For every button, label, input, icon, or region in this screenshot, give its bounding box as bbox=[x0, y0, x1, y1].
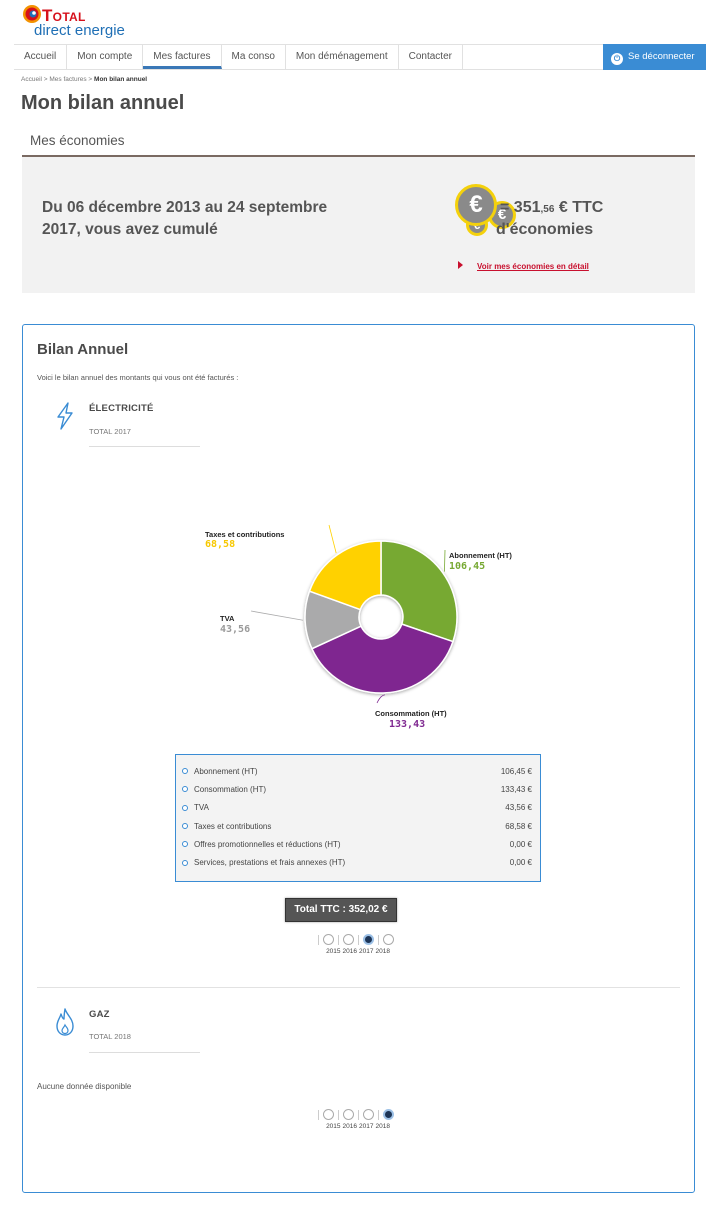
table-row: Consommation (HT) 133,43 € bbox=[182, 780, 532, 798]
economies-title: Mes économies bbox=[30, 133, 125, 148]
pie-label-taxes: Taxes et contributions bbox=[205, 530, 285, 539]
flame-icon bbox=[56, 1008, 74, 1036]
table-row: Services, prestations et frais annexes (… bbox=[182, 853, 532, 871]
gas-year-selector: 2015 2016 2017 2018 bbox=[308, 1109, 408, 1135]
leader-line-consommation bbox=[376, 694, 386, 704]
table-row: TVA 43,56 € bbox=[182, 799, 532, 817]
bilan-title: Bilan Annuel bbox=[37, 341, 129, 358]
main-nav: Accueil Mon compte Mes factures Ma conso… bbox=[14, 44, 706, 70]
bilan-intro: Voici le bilan annuel des montants qui v… bbox=[37, 373, 239, 382]
gas-no-data: Aucune donnée disponible bbox=[37, 1082, 132, 1091]
pie-value-taxes: 68,58 bbox=[205, 539, 236, 550]
economies-divider bbox=[22, 155, 695, 157]
brand-subtitle: direct energie bbox=[34, 22, 125, 39]
table-row: Abonnement (HT) 106,45 € bbox=[182, 762, 532, 780]
year-label: 2015 bbox=[326, 948, 341, 955]
electricity-title: ÉLECTRICITÉ bbox=[89, 403, 154, 414]
total-logo-icon bbox=[23, 5, 41, 23]
total-ttc-badge: Total TTC : 352,02 € bbox=[285, 898, 397, 922]
leader-line-abonnement bbox=[444, 549, 446, 572]
bullet-icon bbox=[182, 841, 188, 848]
lightning-icon bbox=[57, 402, 73, 430]
electricity-year-selector: 2015 2016 2017 2018 bbox=[308, 934, 408, 960]
pie-value-consommation: 133,43 bbox=[389, 719, 426, 730]
year-radio-2015[interactable] bbox=[323, 934, 334, 945]
gas-divider bbox=[89, 1052, 200, 1053]
brand-name: Total bbox=[42, 6, 86, 25]
donut-slice-abonnement[interactable] bbox=[380, 540, 458, 643]
section-divider bbox=[37, 987, 680, 988]
year-radio-2016[interactable] bbox=[343, 934, 354, 945]
logout-button[interactable]: ⏻ Se déconnecter bbox=[603, 44, 706, 70]
year-label: 2018 bbox=[375, 948, 390, 955]
electricity-total-label: TOTAL 2017 bbox=[89, 427, 131, 436]
year-radio-2018[interactable] bbox=[383, 934, 394, 945]
electricity-donut-chart: Taxes et contributions 68,58 Abonnement … bbox=[173, 515, 553, 745]
breadcrumb-mes-factures[interactable]: Mes factures bbox=[49, 76, 87, 83]
year-radio-2016[interactable] bbox=[343, 1109, 354, 1120]
nav-mon-demenagement[interactable]: Mon déménagement bbox=[286, 45, 399, 69]
leader-line-tva bbox=[250, 610, 304, 621]
year-radio-2017[interactable] bbox=[363, 934, 374, 945]
pie-value-abonnement: 106,45 bbox=[449, 561, 486, 572]
electricity-divider bbox=[89, 446, 200, 447]
economies-detail-link[interactable]: Voir mes économies en détail bbox=[458, 261, 589, 271]
breadcrumb-accueil[interactable]: Accueil bbox=[21, 76, 42, 83]
economies-amount-sub: d'économies bbox=[496, 221, 594, 238]
electricity-breakdown-table: Abonnement (HT) 106,45 € Consommation (H… bbox=[175, 754, 541, 882]
bullet-icon bbox=[182, 786, 188, 793]
economies-panel: Du 06 décembre 2013 au 24 septembre 2017… bbox=[22, 157, 695, 293]
gas-title: GAZ bbox=[89, 1009, 110, 1020]
table-row: Offres promotionnelles et réductions (HT… bbox=[182, 835, 532, 853]
bullet-icon bbox=[182, 823, 188, 830]
breadcrumb: Accueil > Mes factures > Mon bilan annue… bbox=[21, 76, 148, 83]
brand-logo[interactable]: Total direct energie bbox=[22, 4, 162, 42]
year-label: 2017 bbox=[359, 948, 374, 955]
nav-mes-factures[interactable]: Mes factures bbox=[143, 45, 222, 69]
nav-contacter[interactable]: Contacter bbox=[399, 45, 463, 69]
pie-value-tva: 43,56 bbox=[220, 624, 251, 635]
economies-period: Du 06 décembre 2013 au 24 septembre 2017… bbox=[42, 199, 328, 238]
logout-label: Se déconnecter bbox=[628, 51, 695, 62]
year-label: 2017 bbox=[359, 1123, 374, 1130]
gas-total-label: TOTAL 2018 bbox=[89, 1032, 131, 1041]
pie-label-tva: TVA bbox=[220, 614, 235, 623]
donut-slice-taxes[interactable] bbox=[308, 540, 382, 611]
nav-ma-conso[interactable]: Ma conso bbox=[222, 45, 286, 69]
nav-mon-compte[interactable]: Mon compte bbox=[67, 45, 144, 69]
donut-slice-consommation[interactable] bbox=[310, 623, 454, 694]
donut-svg bbox=[250, 524, 458, 704]
bullet-icon bbox=[182, 768, 188, 775]
bullet-icon bbox=[182, 859, 188, 866]
year-label: 2016 bbox=[342, 1123, 357, 1130]
pie-label-abonnement: Abonnement (HT) bbox=[449, 551, 512, 560]
year-label: 2015 bbox=[326, 1123, 341, 1130]
breadcrumb-current: Mon bilan annuel bbox=[94, 76, 148, 83]
table-row: Taxes et contributions 68,58 € bbox=[182, 817, 532, 835]
year-label: 2016 bbox=[342, 948, 357, 955]
year-radio-2015[interactable] bbox=[323, 1109, 334, 1120]
bilan-annuel-card: Bilan Annuel Voici le bilan annuel des m… bbox=[22, 324, 695, 1193]
nav-accueil[interactable]: Accueil bbox=[14, 45, 68, 69]
power-icon: ⏻ bbox=[611, 53, 623, 65]
year-label: 2018 bbox=[375, 1123, 390, 1130]
year-radio-2018[interactable] bbox=[383, 1109, 394, 1120]
page-title: Mon bilan annuel bbox=[21, 92, 185, 114]
leader-line-taxes bbox=[328, 524, 337, 554]
pie-label-consommation: Consommation (HT) bbox=[375, 709, 447, 718]
economies-amount: = 351,56 € TTC bbox=[500, 199, 604, 216]
year-radio-2017[interactable] bbox=[363, 1109, 374, 1120]
bullet-icon bbox=[182, 804, 188, 811]
arrow-right-icon bbox=[458, 261, 463, 269]
